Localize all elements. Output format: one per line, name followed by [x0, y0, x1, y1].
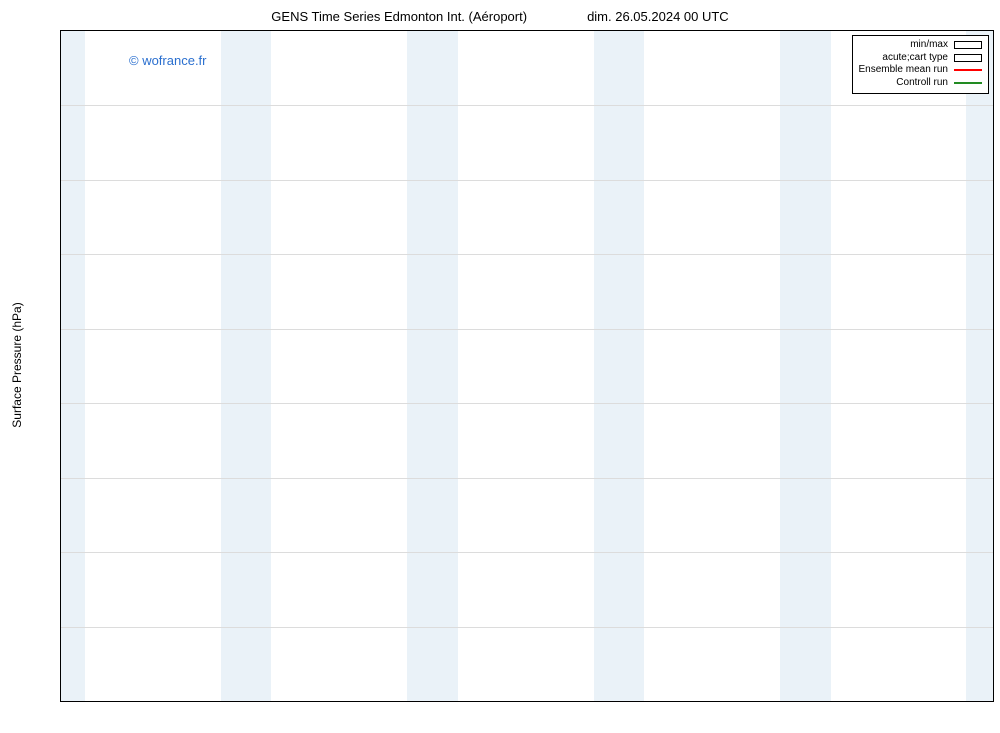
- x-tick-mark: [886, 701, 887, 702]
- chart-subtitle: dim. 26.05.2024 00 UTC: [587, 9, 729, 24]
- y-tick-mark: [60, 627, 61, 628]
- legend-swatch: [954, 66, 982, 74]
- legend-label: Controll run: [896, 77, 948, 90]
- grid-line: [61, 105, 993, 106]
- grid-line: [61, 254, 993, 255]
- grid-line: [61, 329, 993, 330]
- legend-swatch: [954, 79, 982, 87]
- grid-line: [61, 180, 993, 181]
- grid-line: [61, 552, 993, 553]
- x-tick-mark: [620, 701, 621, 702]
- title-row: GENS Time Series Edmonton Int. (Aéroport…: [0, 6, 1000, 26]
- legend-label: min/max: [910, 39, 948, 52]
- legend-swatch: [954, 41, 982, 49]
- y-tick-mark: [60, 31, 61, 32]
- x-tick-mark: [673, 701, 674, 702]
- y-axis-label: Surface Pressure (hPa): [10, 302, 24, 427]
- x-tick-mark: [833, 701, 834, 702]
- legend-swatch: [954, 54, 982, 62]
- x-tick-mark: [940, 701, 941, 702]
- chart-title: GENS Time Series Edmonton Int. (Aéroport…: [271, 9, 527, 24]
- plot-area: © wofrance.fr min/maxacute;cart typeEnse…: [60, 30, 994, 702]
- weekend-band: [221, 31, 272, 701]
- y-tick-mark: [60, 478, 61, 479]
- x-tick-mark: [727, 701, 728, 702]
- x-tick-mark: [514, 701, 515, 702]
- y-tick-mark: [60, 701, 61, 702]
- x-tick-mark: [114, 701, 115, 702]
- legend-item: min/max: [859, 39, 983, 52]
- y-tick-mark: [60, 329, 61, 330]
- x-tick-mark: [168, 701, 169, 702]
- weekend-band: [407, 31, 458, 701]
- chart-container: GENS Time Series Edmonton Int. (Aéroport…: [0, 0, 1000, 733]
- legend: min/maxacute;cart typeEnsemble mean runC…: [852, 35, 990, 94]
- legend-item: Controll run: [859, 77, 983, 90]
- x-tick-mark: [993, 701, 994, 702]
- legend-item: Ensemble mean run: [859, 64, 983, 77]
- weekend-band: [780, 31, 831, 701]
- y-tick-mark: [60, 552, 61, 553]
- x-tick-mark: [407, 701, 408, 702]
- weekend-band: [594, 31, 645, 701]
- x-tick-mark: [354, 701, 355, 702]
- x-tick-mark: [567, 701, 568, 702]
- watermark: © wofrance.fr: [129, 53, 207, 68]
- weekend-band: [61, 31, 85, 701]
- x-tick-mark: [247, 701, 248, 702]
- legend-item: acute;cart type: [859, 52, 983, 65]
- weekend-band: [966, 31, 993, 701]
- y-tick-mark: [60, 254, 61, 255]
- grid-line: [61, 627, 993, 628]
- legend-label: acute;cart type: [882, 52, 948, 65]
- x-tick-mark: [780, 701, 781, 702]
- y-tick-mark: [60, 105, 61, 106]
- y-tick-mark: [60, 180, 61, 181]
- x-tick-mark: [301, 701, 302, 702]
- legend-label: Ensemble mean run: [859, 64, 949, 77]
- x-tick-mark: [460, 701, 461, 702]
- grid-line: [61, 478, 993, 479]
- grid-line: [61, 403, 993, 404]
- y-tick-mark: [60, 403, 61, 404]
